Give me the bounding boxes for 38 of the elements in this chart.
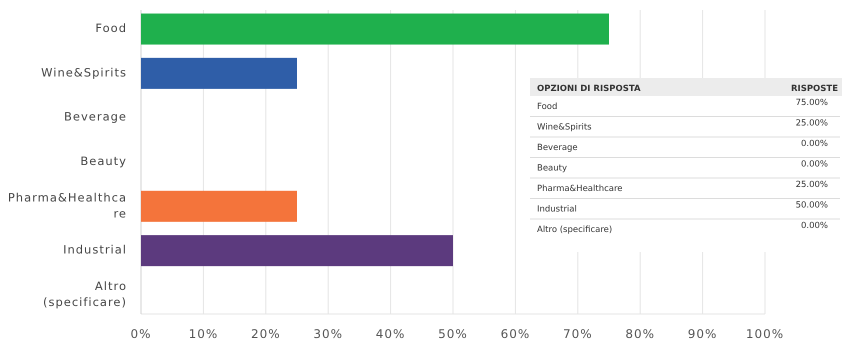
text: 50.00% (796, 200, 828, 210)
text: 25.00% (796, 180, 828, 190)
x-tick-label: 0% (130, 327, 152, 341)
annotation: Beverage (537, 143, 578, 153)
text: 0.00% (800, 221, 828, 231)
y-tick-label: Beverage (64, 110, 127, 124)
annotation: Food (537, 102, 558, 112)
y-tick-label: Wine&Spirits (41, 66, 127, 80)
x-tick-label: 90% (688, 327, 718, 341)
bar (141, 14, 609, 45)
x-tick-label: 10% (188, 327, 218, 341)
y-tick-label: Industrial (63, 242, 127, 257)
text: 25.00% (796, 118, 828, 128)
text: RISPOSTE (790, 84, 838, 94)
text: 0.00% (800, 160, 828, 170)
bar (141, 190, 297, 222)
text: 0.00% (800, 139, 828, 149)
annotation: Altro (specificare) (537, 225, 612, 235)
x-tick-label: 20% (250, 327, 281, 341)
y-tick-label: Food (95, 21, 127, 36)
text: 75.00% (796, 98, 828, 108)
annotation: Wine&Spirits (537, 122, 592, 132)
bar (141, 235, 453, 266)
y-tick-label: Beauty (80, 154, 127, 168)
annotation: OPZIONI DI RISPOSTA (537, 84, 641, 94)
annotation: Beauty (537, 164, 568, 174)
x-tick-label: 100% (746, 327, 784, 341)
x-tick-label: 30% (313, 327, 344, 341)
annotation: Industrial (537, 204, 577, 214)
y-tick-label: Altro (specificare) (42, 279, 127, 310)
y-tick-label: Pharma&Healthcare (8, 190, 127, 220)
annotation: Pharma&Healthcare (537, 184, 623, 194)
x-tick-label: 40% (376, 327, 406, 341)
x-tick-label: 50% (438, 327, 468, 341)
x-tick-label: 80% (625, 327, 656, 341)
x-tick-label: 70% (562, 327, 593, 341)
x-tick-label: 60% (500, 327, 530, 341)
bar (141, 58, 297, 89)
